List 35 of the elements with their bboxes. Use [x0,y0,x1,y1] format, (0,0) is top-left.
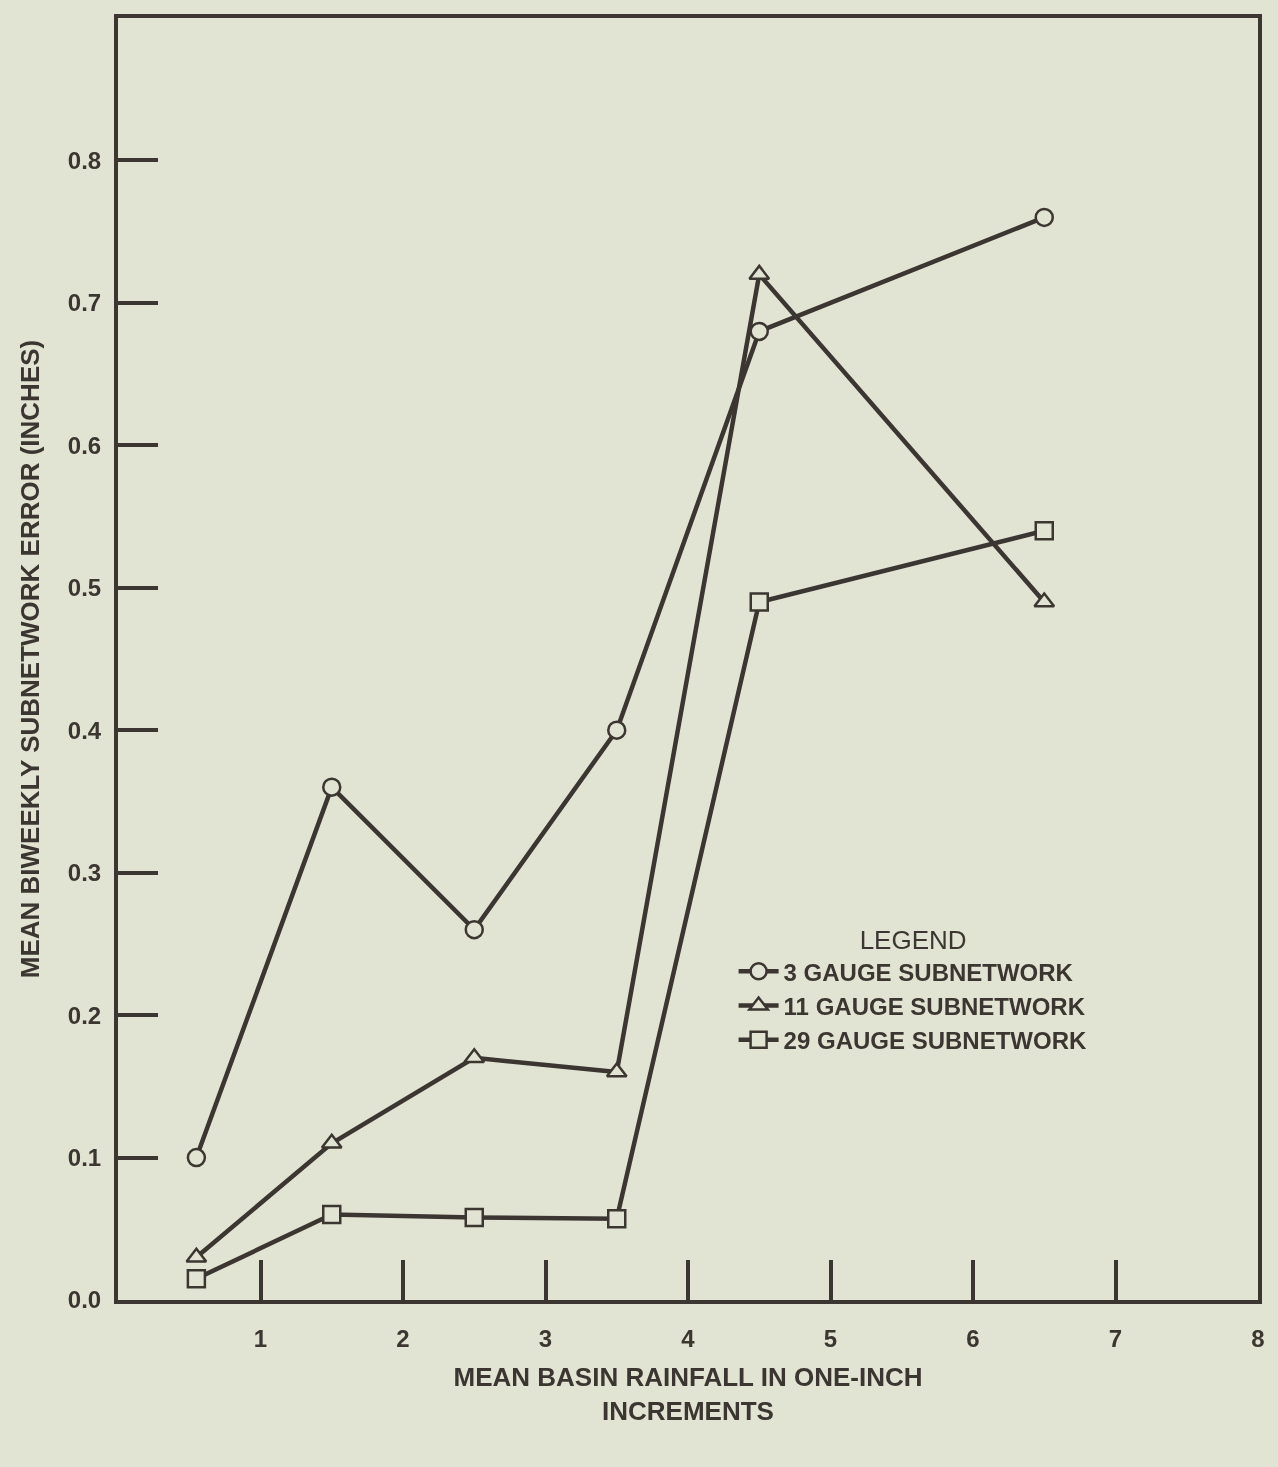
y-axis-title: MEAN BIWEEKLY SUBNETWORK ERROR (INCHES) [14,339,45,979]
y-tick-label: 0.2 [67,1001,102,1029]
point [1034,207,1054,228]
point [464,1207,484,1228]
x-tick-label: 2 [396,1324,410,1352]
x-tick-label: 7 [1108,1324,1123,1352]
y-tick-label: 0.3 [67,859,102,887]
point [186,1147,207,1168]
x-tick-label: 3 [538,1324,553,1352]
y-tick-label: 0.0 [67,1286,102,1314]
x-tick-label: 6 [966,1324,980,1352]
legend-label: 11 GAUGE SUBNETWORK [783,992,1086,1020]
point [607,1209,627,1229]
point [464,919,484,940]
point [322,1204,342,1225]
x-tick-label: 4 [681,1324,696,1352]
y-tick-label: 0.5 [67,574,102,602]
x-tick-label: 8 [1251,1324,1265,1352]
point [322,777,342,797]
x-axis-title: MEAN BASIN RAINFALL IN ONE-INCH INCREMENTS [453,1362,923,1426]
point [607,720,627,740]
y-tick-label: 0.4 [67,716,102,744]
x-tick-label: 5 [823,1324,838,1352]
legend-label: 29 GAUGE SUBNETWORK [783,1027,1087,1055]
y-tick-label: 0.8 [67,146,102,174]
point [1034,521,1054,541]
y-tick-label: 0.7 [67,289,102,317]
point [749,321,769,342]
y-tick-label: 0.6 [67,431,102,459]
point [749,592,769,612]
y-tick-label: 0.1 [67,1143,102,1171]
x-tick-label: 1 [253,1324,268,1352]
legend-label: 3 GAUGE SUBNETWORK [783,958,1074,986]
legend-title: LEGEND [859,925,967,956]
point [186,1268,207,1289]
